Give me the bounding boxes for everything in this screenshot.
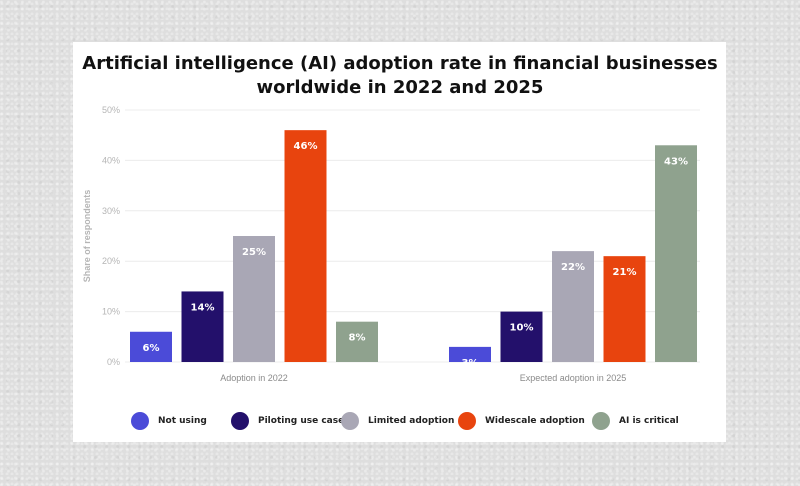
legend-label-widescale-adoption: Widescale adoption: [485, 416, 585, 426]
x-category-label-2025: Expected adoption in 2025: [520, 373, 627, 383]
y-tick-label-5: 50%: [102, 105, 120, 115]
legend-swatch-not-using: [131, 412, 149, 430]
chart-card: [73, 42, 726, 442]
legend-swatch-limited-adoption: [341, 412, 359, 430]
bar-piloting-use-cases-2025: [500, 311, 543, 362]
bar-ai-is-critical-2025: [655, 145, 697, 362]
data-label-widescale-adoption-2022: 46%: [294, 141, 318, 152]
legend-item-ai-is-critical: AI is critical: [592, 411, 679, 431]
legend-item-not-using: Not using: [131, 411, 207, 431]
data-label-ai-is-critical-2025: 43%: [664, 156, 688, 167]
chart-title: Artificial intelligence (AI) adoption ra…: [0, 52, 800, 100]
bar-widescale-adoption-2025: [603, 256, 646, 362]
legend: Not using Piloting use cases Limited ado…: [0, 411, 800, 431]
chart-title-line-1: Artificial intelligence (AI) adoption ra…: [82, 53, 718, 74]
data-label-piloting-use-cases-2022: 14%: [191, 302, 215, 313]
legend-item-piloting-use-cases: Piloting use cases: [231, 411, 350, 431]
legend-swatch-widescale-adoption: [458, 412, 476, 430]
bar-not-using-2025: [449, 346, 491, 362]
y-tick-label-4: 40%: [102, 155, 120, 165]
bar-ai-is-critical-2022: [336, 321, 378, 362]
legend-label-piloting-use-cases: Piloting use cases: [258, 416, 350, 426]
y-tick-label-2: 20%: [102, 256, 120, 266]
data-label-piloting-use-cases-2025: 10%: [510, 323, 534, 334]
bar-not-using-2022: [130, 331, 172, 362]
legend-swatch-piloting-use-cases: [231, 412, 249, 430]
y-tick-label-0: 0%: [107, 357, 120, 367]
data-label-limited-adoption-2022: 25%: [242, 247, 266, 258]
y-tick-label-3: 30%: [102, 206, 120, 216]
x-category-label-2022: Adoption in 2022: [220, 373, 288, 383]
legend-item-widescale-adoption: Widescale adoption: [458, 411, 585, 431]
chart-title-line-2: worldwide in 2022 and 2025: [256, 77, 544, 98]
y-tick-label-1: 10%: [102, 307, 120, 317]
legend-item-limited-adoption: Limited adoption: [341, 411, 454, 431]
data-label-widescale-adoption-2025: 21%: [613, 267, 637, 278]
data-label-ai-is-critical-2022: 8%: [349, 333, 366, 344]
legend-swatch-ai-is-critical: [592, 412, 610, 430]
legend-label-not-using: Not using: [158, 416, 207, 426]
legend-label-limited-adoption: Limited adoption: [368, 416, 455, 426]
bar-widescale-adoption-2022: [284, 130, 327, 362]
data-label-not-using-2025: 3%: [462, 358, 479, 369]
y-axis-label: Share of respondents: [82, 190, 92, 283]
legend-label-ai-is-critical: AI is critical: [619, 416, 679, 426]
data-label-not-using-2022: 6%: [143, 343, 160, 354]
data-label-limited-adoption-2025: 22%: [561, 262, 585, 273]
bar-piloting-use-cases-2022: [181, 291, 224, 362]
bar-limited-adoption-2022: [233, 236, 275, 362]
bar-limited-adoption-2025: [552, 251, 594, 362]
